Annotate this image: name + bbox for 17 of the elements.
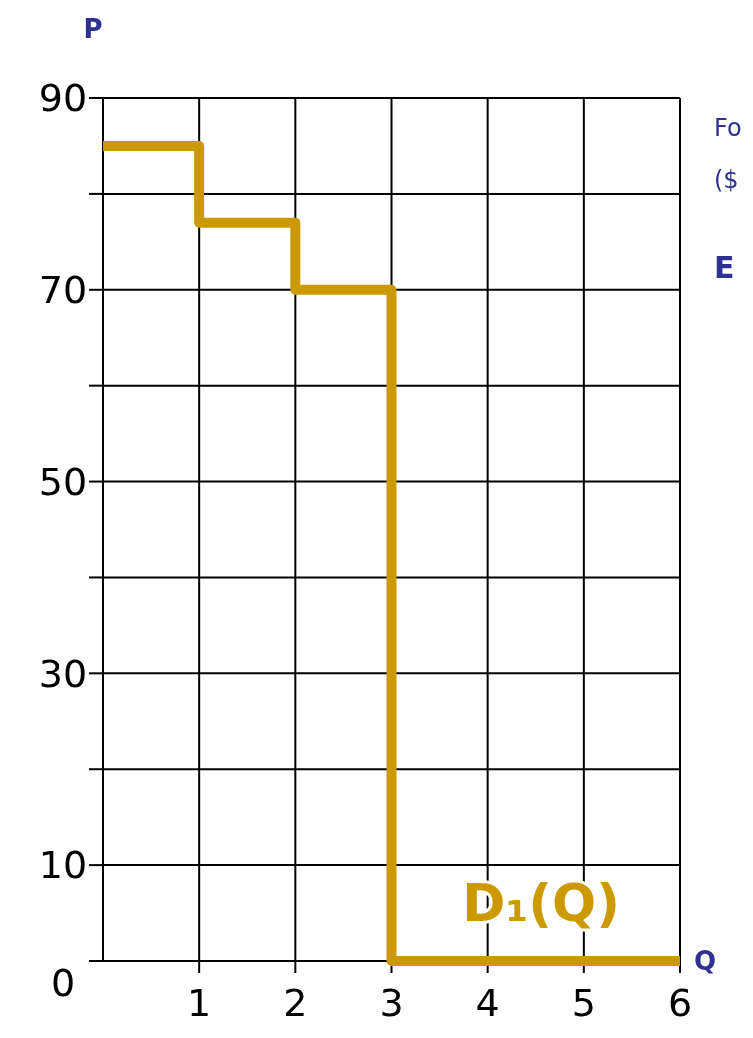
x-tick-label: 4 [475,981,500,1025]
x-tick-label: 5 [571,981,596,1025]
y-tick-label: 10 [38,843,88,888]
x-tick-label: 2 [283,981,308,1025]
y-tick-label: 0 [50,961,76,1006]
y-tick-label: 30 [38,651,88,696]
x-tick-label: 3 [379,981,404,1025]
y-axis-title: P [83,14,103,44]
x-tick-label: 6 [667,981,693,1025]
text: ($ [714,166,739,194]
x-tick-label: 1 [187,981,212,1025]
text: E [714,250,735,285]
y-tick-label: 90 [38,76,88,121]
y-tick-label: 50 [38,459,88,504]
text: Fo [714,114,742,142]
y-tick-label: 70 [38,268,88,313]
x-axis-title: Q [694,946,717,977]
